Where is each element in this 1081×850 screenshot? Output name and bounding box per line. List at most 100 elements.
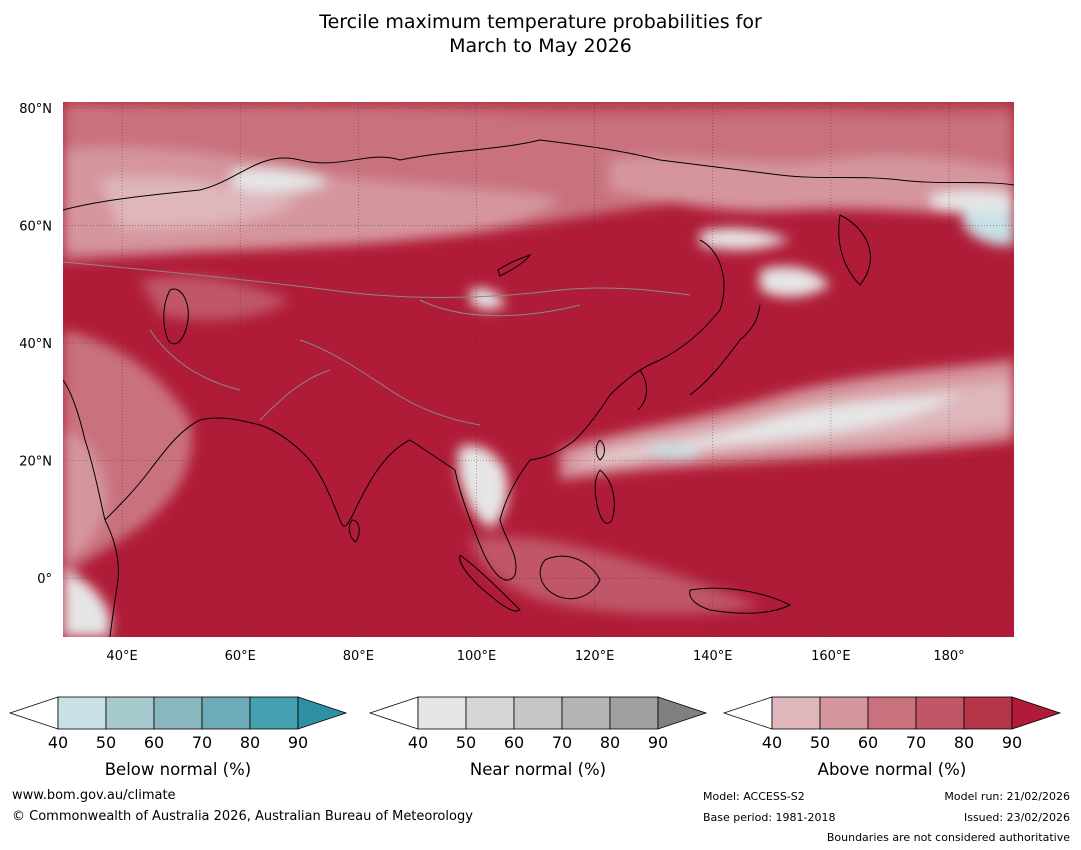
- colorbar-segment: [963, 696, 1013, 730]
- coastline-africa: [104, 519, 119, 637]
- shading-east-siberia: [610, 155, 1014, 215]
- country-borders: [63, 261, 691, 426]
- colorbar-segment: [417, 696, 467, 730]
- border-mongolia: [419, 299, 581, 317]
- coastline-arabian-sea: [104, 417, 306, 521]
- shading-below-bering: [960, 202, 1014, 246]
- colorbar-tick-label: 50: [96, 733, 116, 752]
- colorbar-tick-label: 80: [600, 733, 620, 752]
- coastline-philippines: [594, 469, 615, 524]
- colorbar-segment: [819, 696, 869, 730]
- shading-pacific-band-near: [600, 395, 960, 462]
- colorbar-segment: [201, 696, 251, 730]
- model-run-date: Model run: 21/02/2026: [944, 790, 1070, 803]
- coastline-arctic: [63, 139, 1014, 211]
- colorbar-low-extension: [8, 696, 59, 730]
- coastline-baikal: [497, 253, 532, 277]
- colorbar-low-extension: [722, 696, 773, 730]
- shading-maritime: [470, 536, 760, 615]
- longitude-labels: 40°E 60°E 80°E 100°E 120°E 140°E 160°E 180°: [106, 649, 964, 664]
- lat-tick-label: 40°N: [19, 337, 52, 352]
- base-period: Base period: 1981-2018: [703, 811, 836, 824]
- colorbar-segment: [465, 696, 515, 730]
- colorbar-title: Near normal (%): [470, 760, 606, 779]
- lat-tick-label: 60°N: [19, 219, 52, 234]
- shading-arabia-light: [63, 430, 106, 560]
- colorbar-segment: [105, 696, 155, 730]
- lon-tick-label: 160°E: [811, 649, 851, 664]
- colorbar-high-extension: [1011, 696, 1062, 730]
- shading-africa-near: [63, 570, 110, 637]
- colorbar-low-extension: [368, 696, 419, 730]
- colorbar-tick-label: 80: [954, 733, 974, 752]
- coastline-sumatra: [459, 554, 521, 612]
- colorbar-tick-label: 40: [48, 733, 68, 752]
- border-china-west: [299, 339, 481, 426]
- model-name: Model: ACCESS-S2: [703, 790, 805, 803]
- lon-tick-label: 100°E: [457, 649, 497, 664]
- lon-tick-label: 80°E: [343, 649, 374, 664]
- lat-tick-label: 0°: [37, 572, 52, 587]
- lon-tick-label: 60°E: [225, 649, 256, 664]
- probability-shading: [63, 102, 1014, 637]
- lon-tick-label: 120°E: [575, 649, 615, 664]
- colorbar-above: 40 50 60 70 80 90 Above normal (%): [722, 696, 1062, 779]
- colorbar-tick-label: 60: [504, 733, 524, 752]
- colorbar-near: 40 50 60 70 80 90 Near normal (%): [368, 696, 708, 779]
- coastline-korea: [637, 369, 647, 411]
- coastline-caspian: [163, 288, 189, 345]
- colorbar-high-extension: [297, 696, 348, 730]
- colorbar-legends: 40 50 60 70 80 90 Below normal (%) 40 50 60 70 80 90…: [8, 696, 1062, 779]
- colorbar-high-extension: [657, 696, 708, 730]
- colorbar-tick-label: 70: [192, 733, 212, 752]
- lat-tick-label: 80°N: [19, 102, 52, 117]
- colorbar-segment: [561, 696, 611, 730]
- shading-pacific-below-spot: [650, 443, 700, 458]
- latitude-labels: 80°N 60°N 40°N 20°N 0°: [19, 102, 52, 587]
- lon-tick-label: 180°: [933, 649, 964, 664]
- colorbar-tick-label: 60: [858, 733, 878, 752]
- colorbar-tick-label: 40: [762, 733, 782, 752]
- colorbar-tick-label: 90: [648, 733, 668, 752]
- colorbar-tick-label: 90: [288, 733, 308, 752]
- coastline-new-guinea: [689, 587, 792, 614]
- colorbar-tick-label: 40: [408, 733, 428, 752]
- colorbar-title: Above normal (%): [818, 760, 967, 779]
- colorbar-segment: [867, 696, 917, 730]
- coastline-kamchatka: [838, 214, 871, 286]
- colorbar-tick-label: 80: [240, 733, 260, 752]
- colorbar-segment: [57, 696, 107, 730]
- map-title-line2: March to May 2026: [449, 35, 632, 57]
- lon-tick-label: 140°E: [693, 649, 733, 664]
- map-title-line1: Tercile maximum temperature probabilitie…: [319, 11, 762, 33]
- colorbar-tick-label: 70: [552, 733, 572, 752]
- colorbar-tick-label: 90: [1002, 733, 1022, 752]
- shading-near-northeast: [700, 228, 790, 250]
- colorbar-segment: [771, 696, 821, 730]
- colorbar-tick-label: 50: [810, 733, 830, 752]
- colorbar-tick-label: 50: [456, 733, 476, 752]
- coastline-indochina: [454, 459, 531, 581]
- shading-near-bering: [930, 190, 1014, 212]
- shading-indochina-near: [458, 445, 508, 528]
- shading-near-mongolia: [470, 288, 505, 310]
- website-link[interactable]: www.bom.gov.au/climate: [12, 788, 176, 803]
- colorbar-below: 40 50 60 70 80 90 Below normal (%): [8, 696, 348, 779]
- colorbar-tick-label: 70: [906, 733, 926, 752]
- probability-map: [63, 102, 1014, 637]
- coastline-red-sea: [63, 379, 106, 521]
- boundaries-disclaimer: Boundaries are not considered authoritat…: [826, 831, 1070, 844]
- lat-tick-label: 20°N: [19, 455, 52, 470]
- colorbar-segment: [153, 696, 203, 730]
- border-iran: [149, 329, 241, 391]
- shading-near-north: [230, 168, 330, 193]
- shading-arctic-top: [63, 102, 1014, 118]
- map-title: Tercile maximum temperature probabilitie…: [0, 10, 1081, 58]
- colorbar-segment: [609, 696, 659, 730]
- coastline-taiwan: [595, 439, 605, 461]
- gridlines: [63, 102, 1014, 637]
- coastline-okhotsk-mainland: [659, 239, 725, 361]
- colorbar-segment: [249, 696, 299, 730]
- copyright-text: © Commonwealth of Australia 2026, Austra…: [12, 809, 473, 824]
